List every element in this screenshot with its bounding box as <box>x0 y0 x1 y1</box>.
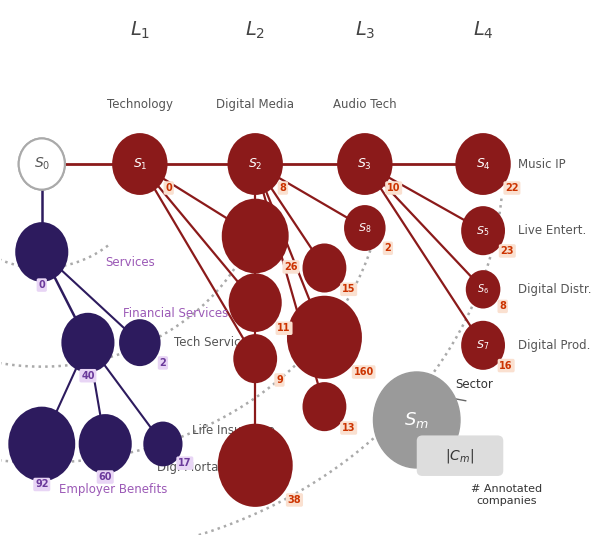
Text: $S_{4}$: $S_{4}$ <box>475 157 490 172</box>
Text: Technology: Technology <box>107 98 173 111</box>
Text: 2: 2 <box>385 243 391 254</box>
Text: Employer Benefits: Employer Benefits <box>59 483 167 496</box>
Text: $S_{8}$: $S_{8}$ <box>358 221 371 235</box>
Text: 8: 8 <box>500 301 506 311</box>
Text: 0: 0 <box>165 183 172 193</box>
Ellipse shape <box>119 319 161 366</box>
Ellipse shape <box>303 243 346 293</box>
Ellipse shape <box>287 296 362 379</box>
Text: $|C_m|$: $|C_m|$ <box>446 446 475 465</box>
Text: Digital Distr.: Digital Distr. <box>518 283 591 296</box>
Text: $S_m$: $S_m$ <box>404 410 429 430</box>
Text: $L_{4}$: $L_{4}$ <box>473 20 493 41</box>
Ellipse shape <box>222 199 289 273</box>
Text: 160: 160 <box>353 367 374 377</box>
Ellipse shape <box>373 372 460 468</box>
Text: 23: 23 <box>501 246 514 256</box>
Ellipse shape <box>112 133 167 195</box>
Ellipse shape <box>228 133 283 195</box>
Text: 16: 16 <box>500 361 513 370</box>
Ellipse shape <box>8 407 76 481</box>
Text: Financial Services: Financial Services <box>123 307 228 320</box>
FancyBboxPatch shape <box>417 435 503 476</box>
Ellipse shape <box>229 273 281 332</box>
Text: $L_{2}$: $L_{2}$ <box>245 20 265 41</box>
Ellipse shape <box>461 321 505 370</box>
Text: $S_{0}$: $S_{0}$ <box>34 157 50 172</box>
Text: 26: 26 <box>284 262 298 272</box>
Ellipse shape <box>19 138 65 190</box>
Text: 38: 38 <box>288 495 301 505</box>
Text: 22: 22 <box>505 183 519 193</box>
Text: 9: 9 <box>276 375 283 385</box>
Text: $S_0$: $S_0$ <box>34 156 50 172</box>
Text: 15: 15 <box>342 284 355 294</box>
Ellipse shape <box>15 222 68 282</box>
Text: # Annotated
companies: # Annotated companies <box>471 484 542 505</box>
Text: 40: 40 <box>81 371 95 381</box>
Text: $S_{7}$: $S_{7}$ <box>477 338 490 352</box>
Text: $S_{5}$: $S_{5}$ <box>477 224 490 237</box>
Text: Digital Media: Digital Media <box>216 98 294 111</box>
Text: 17: 17 <box>178 458 191 468</box>
Text: $S_{3}$: $S_{3}$ <box>358 157 372 172</box>
Ellipse shape <box>233 334 277 383</box>
Text: $S_{6}$: $S_{6}$ <box>477 282 489 296</box>
Ellipse shape <box>143 422 182 466</box>
Text: $L_{3}$: $L_{3}$ <box>355 20 375 41</box>
Text: Sector: Sector <box>455 378 493 391</box>
Ellipse shape <box>303 382 346 431</box>
Text: 11: 11 <box>277 323 291 333</box>
Text: Music IP: Music IP <box>518 158 565 170</box>
Text: 8: 8 <box>280 183 286 193</box>
Text: Tech Services: Tech Services <box>175 336 254 349</box>
Ellipse shape <box>466 270 500 309</box>
Text: $S_{2}$: $S_{2}$ <box>248 157 263 172</box>
Ellipse shape <box>19 138 65 190</box>
Text: 13: 13 <box>342 423 355 433</box>
Text: $S_{1}$: $S_{1}$ <box>132 157 147 172</box>
Text: 10: 10 <box>387 183 400 193</box>
Text: Services: Services <box>105 256 155 269</box>
Text: Digi Mortage: Digi Mortage <box>157 461 233 474</box>
Text: 0: 0 <box>39 280 45 290</box>
Ellipse shape <box>455 133 511 195</box>
Text: 60: 60 <box>98 472 112 482</box>
Text: Live Entert.: Live Entert. <box>518 224 586 237</box>
Ellipse shape <box>344 205 385 251</box>
Ellipse shape <box>62 313 114 373</box>
Text: Digital Prod.: Digital Prod. <box>518 339 590 352</box>
Ellipse shape <box>337 133 393 195</box>
Text: 92: 92 <box>35 480 48 489</box>
Ellipse shape <box>217 423 293 507</box>
Text: Life Insurance: Life Insurance <box>191 424 275 437</box>
Ellipse shape <box>79 414 132 474</box>
Text: $L_{1}$: $L_{1}$ <box>130 20 150 41</box>
Text: 2: 2 <box>159 358 166 368</box>
Ellipse shape <box>461 206 505 255</box>
Text: Audio Tech: Audio Tech <box>333 98 397 111</box>
